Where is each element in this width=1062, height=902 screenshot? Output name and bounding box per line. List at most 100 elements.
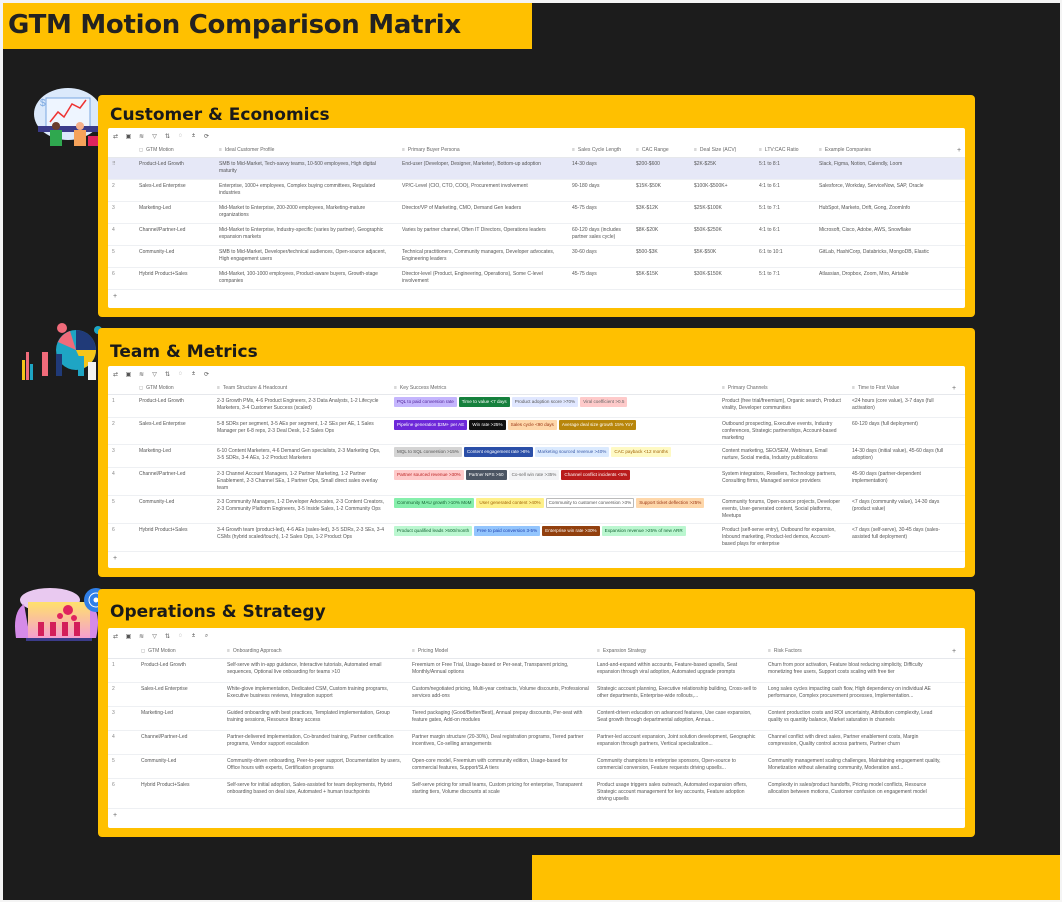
table-cell[interactable]: Sales-Led Enterprise [139, 183, 186, 189]
filter-icon[interactable]: ▽ [152, 371, 157, 378]
table-cell[interactable]: 2-3 Community Managers, 1-2 Developer Ad… [217, 499, 385, 512]
column-header[interactable]: ≡ Deal Size (ACV) [690, 147, 755, 154]
table-cell[interactable]: 5:1 to 7:1 [759, 205, 780, 211]
add-column-button[interactable]: + [952, 384, 957, 392]
column-header[interactable]: ≡ Pricing Model [408, 648, 593, 655]
table-cell[interactable]: Strategic account planning, Executive re… [597, 686, 757, 699]
table-cell[interactable]: 90-180 days [572, 183, 600, 189]
table-row[interactable]: 2 Sales-Led Enterprise Enterprise, 1000+ e… [108, 180, 965, 202]
group-icon[interactable]: ≋ [138, 633, 145, 640]
table-cell[interactable]: Mid-Market to Enterprise, Industry-speci… [219, 227, 384, 240]
table-cell[interactable]: GitLab, HashiCorp, Databricks, MongoDB, … [819, 249, 930, 255]
table-cell[interactable]: Self-serve for initial adoption, Sales-a… [227, 782, 393, 795]
refresh-icon[interactable]: ⇄ [112, 371, 119, 378]
add-column-button[interactable]: + [957, 147, 962, 154]
column-header[interactable]: ≡ Ideal Customer Profile [215, 147, 398, 154]
table-cell[interactable]: Community forums, Open-source projects, … [722, 499, 841, 519]
table-row[interactable]: 2 Sales-Led Enterprise White-glove impleme… [108, 683, 965, 707]
column-header[interactable]: ◻ GTM Motion [135, 147, 215, 154]
table-cell[interactable]: Sales-Led Enterprise [139, 421, 186, 427]
table-cell[interactable]: Slack, Figma, Notion, Calendly, Loom [819, 161, 903, 167]
table-cell[interactable]: SMB to Mid-Market, Tech-savvy teams, 10-… [219, 161, 376, 174]
add-row-button[interactable]: + [113, 812, 118, 819]
table-cell[interactable]: White-glove implementation, Dedicated CS… [227, 686, 389, 699]
search-icon[interactable]: ⟳ [203, 371, 210, 378]
filter-icon[interactable]: ▽ [152, 133, 157, 140]
table-cell[interactable]: MQL to SQL conversion >15% Content engage… [390, 445, 718, 467]
table-row[interactable]: 5 Community-Led Community-driven onboardin… [108, 755, 965, 779]
table-cell[interactable]: Mid-Market, 100-1000 employees, Product-… [219, 271, 378, 284]
add-row-button[interactable]: + [113, 293, 118, 300]
row-height-icon[interactable]: ± [191, 133, 196, 139]
table-cell[interactable]: Community management scaling challenges,… [768, 758, 941, 771]
table-cell[interactable]: $30K-$150K [694, 271, 722, 277]
table-cell[interactable]: Product-Led Growth [141, 662, 186, 668]
table-cell[interactable]: Land-and-expand within accounts, Feature… [597, 662, 738, 675]
table-cell[interactable]: 5:1 to 8:1 [759, 161, 780, 167]
column-header[interactable]: ◻ GTM Motion [135, 385, 213, 392]
table-cell[interactable]: $5K-$50K [694, 249, 717, 255]
table-cell[interactable]: Product-Led Growth [139, 161, 184, 167]
table-cell[interactable]: Community-driven onboarding, Peer-to-pee… [227, 758, 401, 771]
table-cell[interactable]: 2-3 Growth PMs, 4-6 Product Engineers, 2… [217, 398, 379, 411]
table-cell[interactable]: <24 hours (core value), 3-7 days (full a… [852, 398, 934, 411]
table-cell[interactable]: Channel/Partner-Led [139, 471, 186, 477]
table-cell[interactable]: <7 days (community value), 14-30 days (p… [852, 499, 940, 512]
table-cell[interactable]: Marketing-Led [139, 205, 171, 211]
table-cell[interactable]: Community-Led [139, 249, 175, 255]
table-cell[interactable]: VP/C-Level (CIO, CTO, COO), Procurement … [402, 183, 528, 189]
row-height-icon[interactable]: ± [191, 371, 196, 377]
add-column-button[interactable]: + [952, 647, 957, 655]
hide-icon[interactable]: ◌ [178, 633, 183, 639]
table-cell[interactable]: 60-120 days (includes partner sales cycl… [572, 227, 621, 240]
table-row[interactable]: 2 Sales-Led Enterprise 5-8 SDRs per segmen… [108, 418, 965, 445]
table-row[interactable]: ⠿ Product-Led Growth SMB to Mid-Market, Te… [108, 158, 965, 180]
table-cell[interactable]: 45-90 days (partner-dependent implementa… [852, 471, 921, 484]
table-cell[interactable]: Community champions to enterprise sponso… [597, 758, 736, 771]
table-cell[interactable]: $8K-$20K [636, 227, 659, 233]
table-cell[interactable]: Product (free trial/freemium), Organic s… [722, 398, 841, 411]
column-header[interactable]: ≡ Time to First Value [848, 385, 948, 392]
table-cell[interactable]: $200-$600 [636, 161, 660, 167]
table-cell[interactable]: $25K-$100K [694, 205, 722, 211]
table-cell[interactable]: 30-60 days [572, 249, 597, 255]
column-header[interactable]: ≡ Sales Cycle Length [568, 147, 632, 154]
table-cell[interactable]: 60-120 days (full deployment) [852, 421, 918, 427]
layout-icon[interactable]: ▣ [125, 633, 132, 640]
column-header[interactable]: ≡ Expansion Strategy [593, 648, 764, 655]
column-header[interactable]: ≡ Team Structure & Headcount [213, 385, 390, 392]
table-cell[interactable]: Community MAU growth >10% MoM User genera… [390, 496, 718, 523]
table-cell[interactable]: End-user (Developer, Designer, Marketer)… [402, 161, 541, 167]
row-height-icon[interactable]: ± [191, 633, 196, 639]
table-cell[interactable]: Content-driven education on advanced fea… [597, 710, 752, 723]
table-cell[interactable]: 45-75 days [572, 271, 597, 277]
table-cell[interactable]: $15K-$50K [636, 183, 662, 189]
table-cell[interactable]: PQL to paid conversion rate Time to value… [390, 395, 718, 417]
table-cell[interactable]: Partner sourced revenue >30% Partner NPS … [390, 468, 718, 495]
table-row[interactable]: 5 Community-Led 2-3 Community Managers, 1-… [108, 496, 965, 524]
table-cell[interactable]: <7 days (self-serve), 30-45 days (sales-… [852, 527, 940, 540]
table-row[interactable]: 4 Channel/Partner-Led Mid-Market to Enterp… [108, 224, 965, 246]
group-icon[interactable]: ≋ [138, 133, 145, 140]
table-cell[interactable]: Hybrid Product+Sales [139, 527, 188, 533]
table-cell[interactable]: 5:1 to 7:1 [759, 271, 780, 277]
table-row[interactable]: 1 Product-Led Growth 2-3 Growth PMs, 4-6 P… [108, 395, 965, 418]
table-cell[interactable]: Technical practitioners, Community manag… [402, 249, 555, 262]
table-cell[interactable]: $2K-$25K [694, 161, 717, 167]
table-cell[interactable]: Channel/Partner-Led [141, 734, 188, 740]
table-cell[interactable]: Content marketing, SEO/SEM, Webinars, Em… [722, 448, 828, 461]
table-cell[interactable]: Atlassian, Dropbox, Zoom, Miro, Airtable [819, 271, 909, 277]
column-header[interactable]: ≡ Example Companies [815, 147, 953, 154]
table-cell[interactable]: Microsoft, Cisco, Adobe, AWS, Snowflake [819, 227, 912, 233]
table-cell[interactable]: Pipeline generation $3M+ per AE Win rate … [390, 418, 718, 444]
table-row[interactable]: 5 Community-Led SMB to Mid-Market, Develop… [108, 246, 965, 268]
column-header[interactable]: ≡ Key Success Metrics [390, 385, 718, 392]
column-header[interactable]: ≡ LTV:CAC Ratio [755, 147, 815, 154]
table-row[interactable]: 6 Hybrid Product+Sales Mid-Market, 100-100… [108, 268, 965, 290]
table-cell[interactable]: Product usage triggers sales outreach, A… [597, 782, 748, 802]
column-header[interactable]: ≡ Primary Buyer Persona [398, 147, 568, 154]
table-cell[interactable]: Partner-led account expansion, Joint sol… [597, 734, 756, 747]
table-cell[interactable]: $100K-$500K+ [694, 183, 728, 189]
hide-icon[interactable]: ◌ [178, 133, 183, 139]
table-row[interactable]: 6 Hybrid Product+Sales 3-4 Growth team (pr… [108, 524, 965, 552]
